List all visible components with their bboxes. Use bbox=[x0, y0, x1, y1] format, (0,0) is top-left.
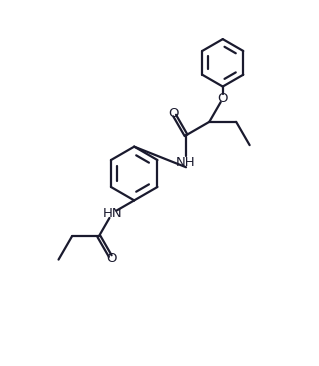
Text: O: O bbox=[107, 253, 117, 265]
Text: O: O bbox=[218, 92, 228, 105]
Text: O: O bbox=[168, 107, 179, 120]
Text: HN: HN bbox=[102, 206, 122, 220]
Text: NH: NH bbox=[176, 156, 196, 169]
